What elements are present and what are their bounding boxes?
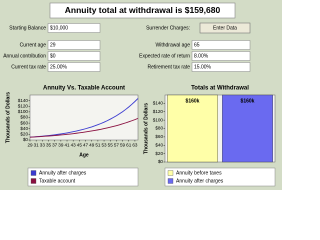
x-tick-label: 49: [89, 143, 95, 148]
value-label: $160k: [241, 98, 255, 104]
x-tick-label: 61: [126, 143, 132, 148]
button-label[interactable]: Enter Data: [213, 25, 237, 31]
y-tick-label: $40: [20, 126, 28, 131]
input-box[interactable]: [47, 40, 101, 50]
input-box[interactable]: [191, 51, 251, 61]
x-tick-label: 35: [46, 143, 52, 148]
x-tick-label: 55: [108, 143, 114, 148]
y-tick-label: $80: [20, 115, 28, 120]
bar: [221, 94, 273, 163]
y-tick-label: $60: [155, 134, 163, 139]
field-label: Current tax rate: [11, 64, 46, 70]
legend-swatch: [167, 178, 174, 184]
input-value[interactable]: $10,000: [50, 25, 68, 31]
field-label: Annual contribution: [3, 53, 46, 59]
calculator: Annuity total at withdrawal is $159,680 …: [0, 0, 282, 190]
legend-label: Annuity before taxes: [176, 170, 222, 176]
y-tick-label: $40: [155, 142, 163, 147]
legend-label: Taxable account: [39, 178, 76, 184]
x-tick-label: 45: [77, 143, 83, 148]
y-tick-label: $140: [153, 101, 164, 106]
input-box[interactable]: [47, 51, 101, 61]
x-tick-label: 51: [95, 143, 101, 148]
input-box[interactable]: [47, 62, 101, 72]
input-box[interactable]: [191, 62, 251, 72]
y-tick-label: $100: [18, 109, 29, 114]
input-value[interactable]: 8.00%: [194, 53, 209, 59]
field-label: Starting Balance: [9, 25, 46, 31]
input-value[interactable]: 65: [194, 42, 200, 48]
x-tick-label: 31: [34, 143, 40, 148]
input-value[interactable]: 25.00%: [50, 64, 68, 70]
title: Annuity total at withdrawal is $159,680: [65, 5, 221, 15]
field-label: Retirement tax rate: [147, 64, 190, 70]
y-tick-label: $0: [23, 137, 29, 142]
x-tick-label: 33: [40, 143, 46, 148]
input-value[interactable]: 15.00%: [194, 64, 212, 70]
x-tick-label: 39: [58, 143, 64, 148]
y-tick-label: $80: [155, 126, 163, 131]
y-axis-label: Thousands of Dollars: [143, 103, 149, 154]
legend-swatch: [167, 170, 174, 176]
legend-box: [27, 167, 139, 187]
y-tick-label: $140: [18, 98, 29, 103]
input-value[interactable]: 29: [50, 42, 56, 48]
surrender-label: Surrender Charges:: [146, 25, 190, 31]
series-line: [29, 117, 139, 138]
y-tick-label: $100: [153, 117, 164, 122]
input-box[interactable]: [47, 23, 101, 33]
input-value[interactable]: $0: [50, 53, 56, 59]
legend-swatch: [30, 170, 37, 176]
x-tick-label: 41: [64, 143, 70, 148]
x-tick-label: 59: [120, 143, 126, 148]
legend-swatch: [30, 178, 37, 184]
x-tick-label: 63: [132, 143, 138, 148]
x-tick-label: 53: [101, 143, 107, 148]
y-tick-label: $120: [18, 103, 29, 108]
y-tick-label: $60: [20, 120, 28, 125]
plot-area: [29, 94, 139, 141]
x-tick-label: 57: [114, 143, 120, 148]
series-line: [29, 98, 139, 138]
bar: [166, 94, 218, 163]
chart-title: Totals at Withdrawal: [191, 86, 249, 92]
field-label: Expected rate of return: [139, 53, 190, 59]
chart-title: Annuity Vs. Taxable Account: [43, 86, 125, 92]
legend-label: Annuity after charges: [176, 178, 224, 184]
x-tick-label: 37: [52, 143, 58, 148]
x-axis-label: Age: [79, 152, 89, 158]
y-axis-label: Thousands of Dollars: [5, 92, 11, 143]
field-label: Current age: [20, 42, 47, 48]
x-tick-label: 47: [83, 143, 89, 148]
y-tick-label: $20: [155, 151, 163, 156]
y-tick-label: $0: [158, 159, 164, 164]
x-tick-label: 43: [71, 143, 77, 148]
field-label: Withdrawal age: [156, 42, 191, 48]
legend-box: [164, 167, 276, 187]
input-box[interactable]: [191, 40, 251, 50]
value-label: $160k: [186, 98, 200, 104]
enter-data-button[interactable]: [199, 22, 251, 34]
legend-label: Annuity after charges: [39, 170, 87, 176]
y-tick-label: $20: [20, 132, 28, 137]
title-box: [49, 2, 236, 19]
y-tick-label: $120: [153, 109, 164, 114]
x-tick-label: 29: [27, 143, 33, 148]
